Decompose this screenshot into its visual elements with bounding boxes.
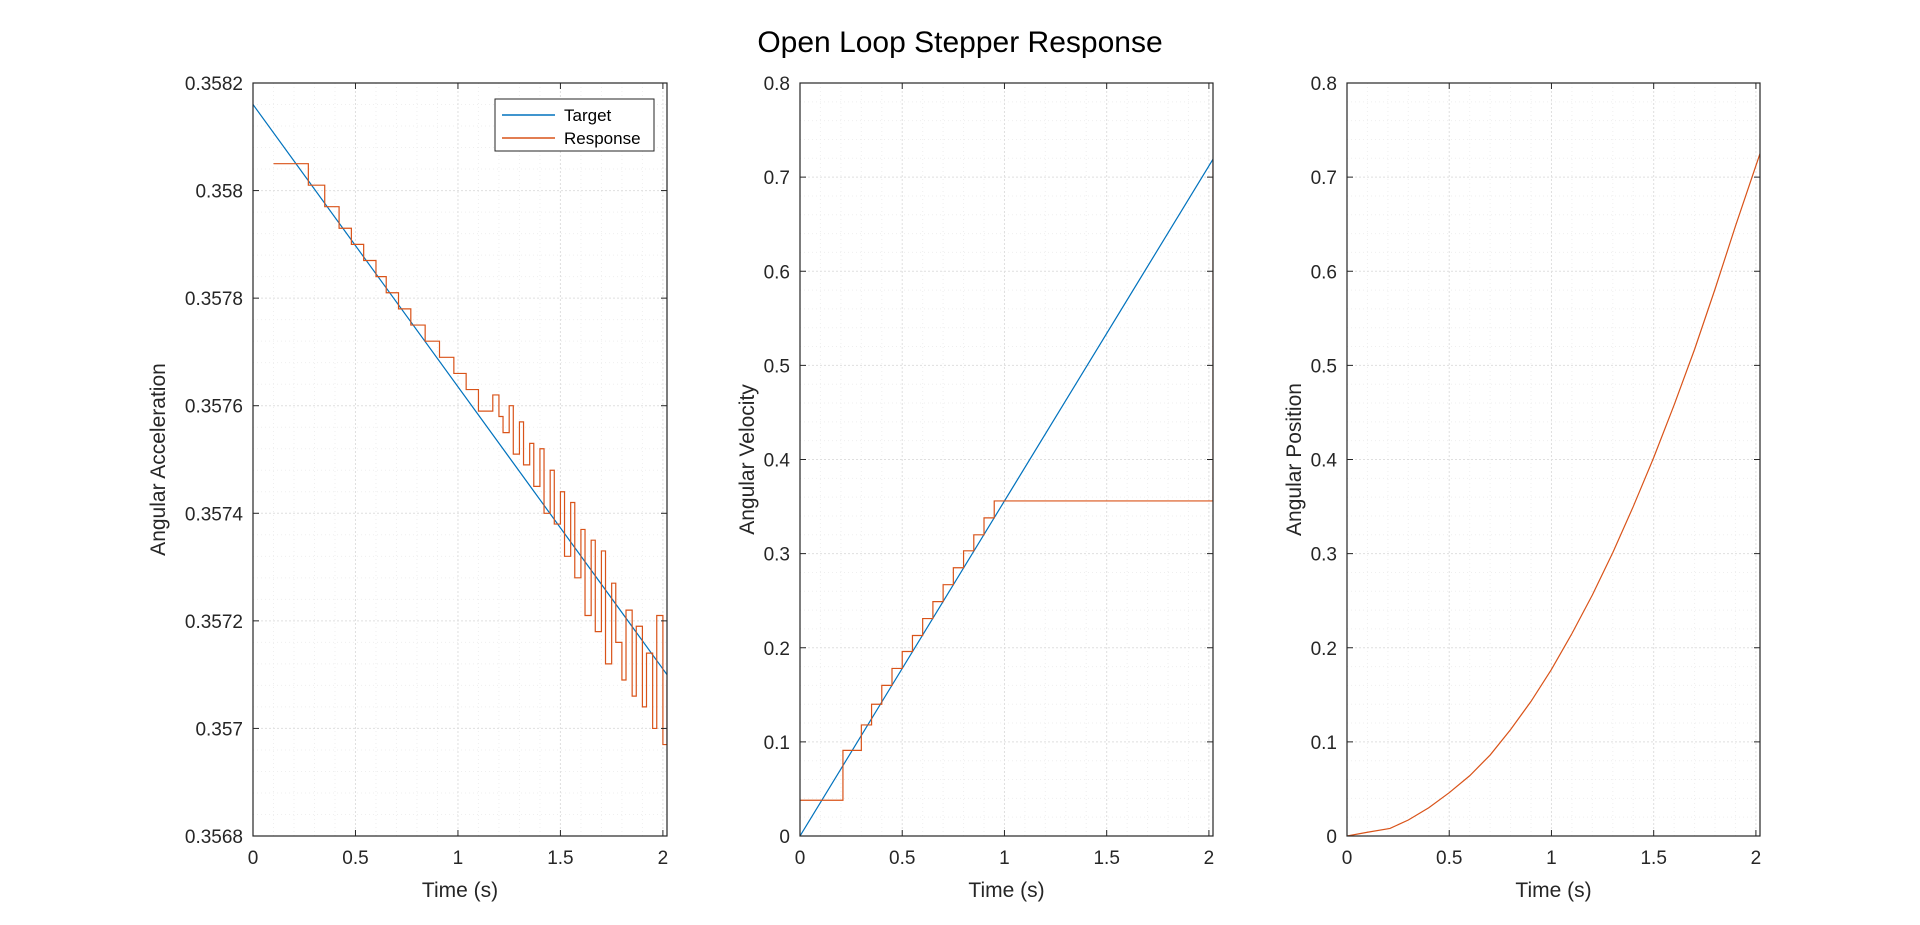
- y-tick-label: 0.1: [1311, 733, 1337, 754]
- y-tick-label: 0: [779, 827, 790, 848]
- series-response-line: [800, 159, 1213, 801]
- x-tick-label: 0.5: [1436, 848, 1462, 869]
- y-tick-label: 0.3578: [185, 289, 243, 310]
- y-tick-label: 0.7: [764, 168, 790, 189]
- x-tick-label: 1.5: [1093, 848, 1119, 869]
- subplot-2: 0 0.5 1 1.5 2 0 0.1 0.2 0.3 0.4 0.5 0.6 0.7 0.8 Time (…: [736, 74, 1214, 902]
- y-tick-label: 0.358: [195, 182, 243, 203]
- x-tick-label: 0: [1342, 848, 1353, 869]
- y-tick-label: 0.5: [764, 356, 790, 377]
- y-tick-label: 0.8: [1311, 74, 1337, 95]
- y-tick-label: 0.7: [1311, 168, 1337, 189]
- x-axis-label: Time (s): [968, 879, 1044, 902]
- subplot-1: 0 0.5 1 1.5 2 0.3568 0.357 0.3572 0.3574 0.3576 0.…: [147, 74, 668, 902]
- subplot-3: 0 0.5 1 1.5 2 0 0.1 0.2 0.3 0.4 0.5 0.6 0.7 0.8 Time (…: [1283, 74, 1761, 902]
- y-tick-label: 0.4: [764, 451, 791, 472]
- y-tick-label: 0: [1326, 827, 1337, 848]
- y-tick-label: 0.3: [764, 545, 790, 566]
- figure-title: Open Loop Stepper Response: [757, 26, 1162, 59]
- y-tick-label: 0.6: [764, 262, 790, 283]
- x-tick-label: 1: [999, 848, 1010, 869]
- x-tick-label: 0.5: [889, 848, 915, 869]
- y-tick-label: 0.3574: [185, 504, 244, 525]
- series-group: [253, 104, 667, 746]
- x-axis-label: Time (s): [1515, 879, 1591, 902]
- y-tick-label: 0.3568: [185, 827, 243, 848]
- series-target-line: [800, 158, 1213, 836]
- x-tick-label: 1.5: [547, 848, 573, 869]
- y-axis-label: Angular Position: [1283, 383, 1306, 536]
- axes-box: [252, 82, 668, 837]
- series-response-line: [1347, 153, 1760, 836]
- x-tick-label: 1: [453, 848, 464, 869]
- y-tick-label: 0.357: [195, 719, 243, 740]
- x-axis-label: Time (s): [422, 879, 498, 902]
- y-axis-label: Angular Acceleration: [147, 363, 170, 556]
- series-group: [800, 158, 1213, 836]
- series-response-line: [273, 163, 667, 746]
- x-tick-label: 2: [1751, 848, 1762, 869]
- y-tick-label: 0.8: [764, 74, 790, 95]
- y-tick-label: 0.6: [1311, 262, 1337, 283]
- series-target-line: [253, 104, 667, 675]
- x-tick-label: 2: [1204, 848, 1215, 869]
- x-tick-label: 0: [795, 848, 806, 869]
- y-tick-label: 0.2: [1311, 639, 1337, 660]
- legend-box: [494, 98, 655, 152]
- y-tick-label: 0.1: [764, 733, 790, 754]
- y-tick-label: 0.4: [1311, 451, 1338, 472]
- x-tick-label: 0.5: [342, 848, 368, 869]
- plot-area: [253, 83, 667, 836]
- y-axis-label: Angular Velocity: [736, 384, 759, 535]
- y-tick-label: 0.3576: [185, 397, 243, 418]
- legend-label-target: Target: [564, 106, 612, 125]
- y-tick-label: 0.3: [1311, 545, 1337, 566]
- series-group: [1347, 153, 1760, 836]
- y-tick-label: 0.2: [764, 639, 790, 660]
- legend-label-response: Response: [564, 129, 641, 148]
- plots: 0 0.5 1 1.5 2 0.3568 0.357 0.3572 0.3574 0.3576 0.…: [147, 74, 1761, 902]
- x-tick-label: 1.5: [1640, 848, 1666, 869]
- y-tick-label: 0.3582: [185, 74, 243, 95]
- x-tick-label: 2: [658, 848, 669, 869]
- x-tick-label: 0: [248, 848, 259, 869]
- x-tick-label: 1: [1546, 848, 1557, 869]
- y-tick-label: 0.5: [1311, 356, 1337, 377]
- y-tick-label: 0.3572: [185, 612, 243, 633]
- legend: Target Response: [494, 98, 655, 152]
